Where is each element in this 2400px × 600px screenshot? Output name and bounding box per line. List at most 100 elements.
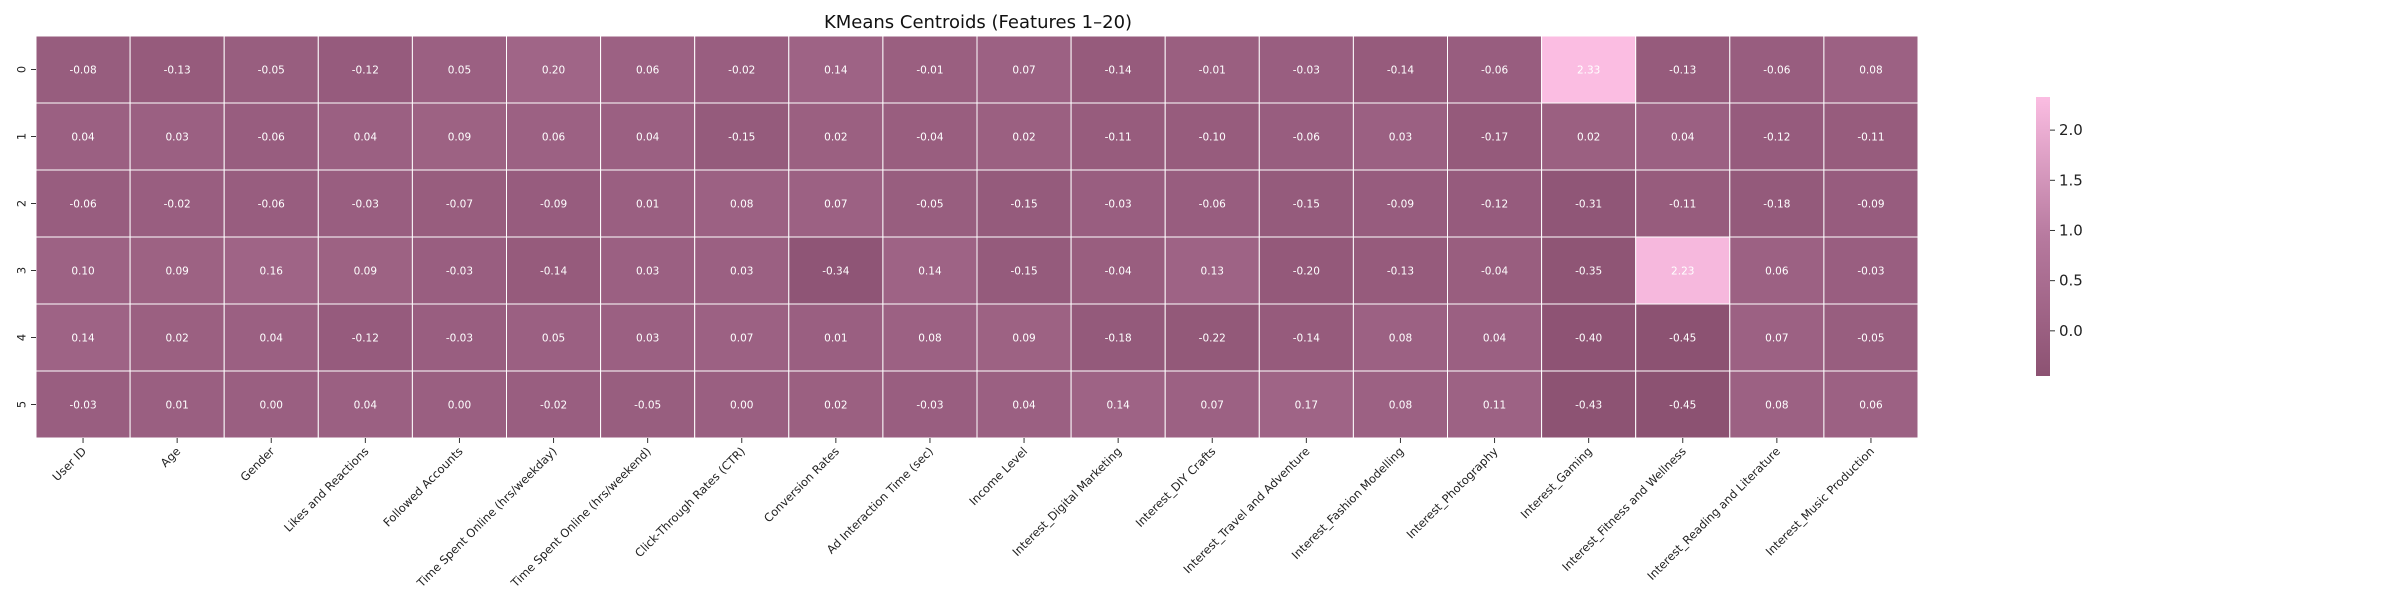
cell-value-label: -0.04	[1481, 266, 1508, 278]
heatmap-cell-r2-c5	[506, 169, 602, 238]
heatmap-cell-r3-c18	[1729, 236, 1825, 305]
heatmap-cell-r5-c3	[317, 370, 413, 439]
heatmap-cell-r3-c13	[1258, 236, 1354, 305]
cell-value-label: -0.20	[1293, 266, 1320, 278]
cell-value-label: -0.22	[1199, 333, 1226, 345]
cell-value-label: 0.04	[1012, 400, 1036, 412]
column-tick-label: Likes and Reactions	[281, 444, 371, 534]
cell-value-label: -0.14	[1293, 333, 1320, 345]
cell-value-label: -0.05	[916, 199, 943, 211]
cell-value-label: -0.02	[728, 65, 755, 77]
cell-value-label: 2.33	[1577, 65, 1600, 77]
heatmap-cell-r1-c15	[1447, 102, 1543, 171]
cell-value-label: -0.13	[1669, 65, 1696, 77]
cell-value-label: -0.14	[1105, 65, 1132, 77]
heatmap-cell-r5-c19	[1823, 370, 1919, 439]
cell-value-label: 0.03	[165, 132, 188, 144]
column-tick-label: Interest_Gaming	[1518, 444, 1595, 521]
cell-value-label: 0.01	[636, 199, 659, 211]
heatmap-cell-r0-c9	[882, 35, 978, 104]
cell-value-label: 0.03	[1389, 132, 1412, 144]
heatmap-cell-r0-c19	[1823, 35, 1919, 104]
heatmap-cell-r0-c3	[317, 35, 413, 104]
heatmap-cell-r3-c3	[317, 236, 413, 305]
heatmap-cell-r1-c7	[694, 102, 790, 171]
cell-value-label: 0.08	[730, 199, 753, 211]
colorbar: 0.0 0.5 1.0 1.5 2.0	[2036, 97, 2083, 376]
heatmap-cell-r5-c6	[600, 370, 696, 439]
cell-value-label: -0.05	[1857, 333, 1884, 345]
cell-value-label: -0.03	[916, 400, 943, 412]
heatmap-cell-r3-c11	[1070, 236, 1166, 305]
cell-value-label: -0.40	[1575, 333, 1602, 345]
cell-value-label: 0.04	[354, 400, 378, 412]
cell-value-label: 0.04	[354, 132, 378, 144]
cell-value-label: -0.45	[1669, 333, 1696, 345]
cell-value-label: 0.00	[730, 400, 753, 412]
heatmap-cell-r1-c2	[223, 102, 319, 171]
heatmap-cell-r4-c14	[1352, 303, 1449, 372]
cell-value-label: -0.17	[1481, 132, 1508, 144]
cell-value-label: 0.02	[824, 132, 847, 144]
cell-value-label: -0.08	[69, 65, 96, 77]
heatmap-cell-r5-c18	[1729, 370, 1825, 439]
cell-value-label: 0.09	[354, 266, 377, 278]
column-tick-label: Interest_Fashion Modelling	[1289, 444, 1407, 562]
heatmap-cell-r4-c16	[1541, 303, 1637, 372]
heatmap-cell-r5-c2	[223, 370, 319, 439]
heatmap-cell-r1-c19	[1823, 102, 1919, 171]
cell-value-label: -0.45	[1669, 400, 1696, 412]
cell-value-label: -0.11	[1669, 199, 1696, 211]
heatmap-cell-r2-c7	[694, 169, 790, 238]
cell-value-label: -0.06	[1293, 132, 1320, 144]
heatmap-cell-r0-c7	[694, 35, 790, 104]
cell-value-label: 0.13	[1201, 266, 1224, 278]
cell-value-label: -0.14	[1387, 65, 1414, 77]
heatmap-cell-r4-c13	[1258, 303, 1354, 372]
heatmap-cell-labels: -0.08 -0.13 -0.05 -0.12 0.05 0.20 0.06 -0.02 0.1…	[69, 65, 1884, 412]
cell-value-label: -0.13	[1387, 266, 1414, 278]
cell-value-label: 0.14	[918, 266, 942, 278]
heatmap-cell-r5-c10	[976, 370, 1072, 439]
heatmap-cell-r1-c6	[600, 102, 696, 171]
heatmap-cell-r4-c15	[1447, 303, 1543, 372]
heatmap-cell-r5-c12	[1164, 370, 1260, 439]
cell-value-label: -0.10	[1199, 132, 1226, 144]
cell-value-label: 0.05	[448, 65, 471, 77]
heatmap-cell-r4-c6	[600, 303, 696, 372]
cell-value-label: -0.31	[1575, 199, 1602, 211]
cell-value-label: -0.04	[916, 132, 943, 144]
row-tick-label: 0	[15, 66, 29, 73]
cell-value-label: -0.09	[1387, 199, 1414, 211]
heatmap-cell-r2-c12	[1164, 169, 1260, 238]
cell-value-label: -0.18	[1105, 333, 1132, 345]
cell-value-label: -0.06	[1199, 199, 1226, 211]
heatmap-cell-r5-c11	[1070, 370, 1166, 439]
heatmap-cell-r4-c10	[976, 303, 1072, 372]
cell-value-label: 0.10	[71, 266, 94, 278]
heatmap-cell-r2-c1	[129, 169, 225, 238]
heatmap-cell-r3-c12	[1164, 236, 1260, 305]
cell-value-label: 0.07	[1012, 65, 1035, 77]
heatmap-cell-r4-c7	[694, 303, 790, 372]
cell-value-label: -0.03	[352, 199, 379, 211]
cell-value-label: 0.14	[71, 333, 95, 345]
cell-value-label: -0.03	[446, 266, 473, 278]
cell-value-label: -0.11	[1105, 132, 1132, 144]
cell-value-label: -0.12	[1481, 199, 1508, 211]
heatmap-cell-r1-c10	[976, 102, 1072, 171]
heatmap-cell-r5-c14	[1352, 370, 1449, 439]
heatmap-cell-r2-c18	[1729, 169, 1825, 238]
cell-value-label: 0.11	[1483, 400, 1506, 412]
heatmap-cell-r4-c18	[1729, 303, 1825, 372]
heatmap-cell-r3-c9	[882, 236, 978, 305]
heatmap-cell-r3-c15	[1447, 236, 1543, 305]
cell-value-label: 0.08	[918, 333, 941, 345]
cell-value-label: -0.06	[69, 199, 96, 211]
heatmap-cell-r0-c13	[1258, 35, 1354, 104]
cell-value-label: 0.04	[260, 333, 284, 345]
cell-value-label: 0.04	[636, 132, 660, 144]
heatmap-cell-r1-c16	[1541, 102, 1637, 171]
heatmap-cell-r5-c9	[882, 370, 978, 439]
